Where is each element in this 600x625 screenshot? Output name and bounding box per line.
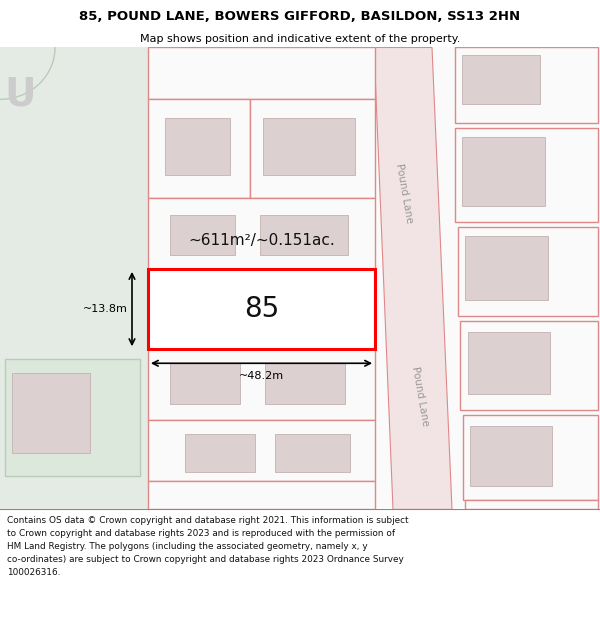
Text: ~611m²/~0.151ac.: ~611m²/~0.151ac. [188,233,335,248]
Bar [462,55,540,104]
Bar [148,198,375,269]
Bar [148,269,375,349]
Text: ~13.8m: ~13.8m [83,304,128,314]
Bar [470,426,552,486]
Text: Contains OS data © Crown copyright and database right 2021. This information is : Contains OS data © Crown copyright and d… [7,516,409,577]
Polygon shape [374,48,452,509]
Text: Map shows position and indicative extent of the property.: Map shows position and indicative extent… [140,34,460,44]
Bar [458,227,598,316]
Bar [165,118,230,175]
Bar [148,420,375,481]
Bar [265,363,345,404]
Bar [275,434,350,472]
Bar [455,48,598,123]
Bar [148,99,250,198]
Text: 85: 85 [244,295,279,323]
Bar [455,127,598,222]
Bar [463,415,598,500]
Bar [170,363,240,404]
Bar [12,372,90,453]
Text: 85, POUND LANE, BOWERS GIFFORD, BASILDON, SS13 2HN: 85, POUND LANE, BOWERS GIFFORD, BASILDON… [79,11,521,24]
Bar [468,332,550,394]
Bar [465,500,598,509]
Bar [465,236,548,300]
Bar [165,285,225,335]
Bar [462,137,545,206]
Bar [148,48,600,509]
Text: Pound Lane: Pound Lane [394,163,414,224]
Polygon shape [0,48,55,99]
Bar [460,321,598,411]
Bar [170,215,235,255]
Bar [260,215,348,255]
Text: Pound Lane: Pound Lane [410,366,430,427]
Text: U: U [4,76,36,114]
Bar [148,349,375,420]
Text: ~48.2m: ~48.2m [239,371,284,381]
Bar [5,359,140,476]
Bar [0,48,148,509]
Bar [148,48,375,99]
Bar [263,118,355,175]
Bar [148,481,375,509]
Bar [185,434,255,472]
Bar [250,99,375,198]
